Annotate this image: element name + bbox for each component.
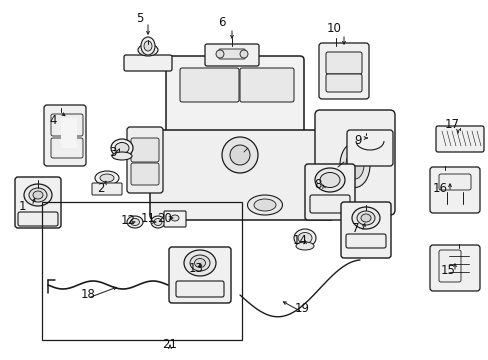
Ellipse shape [95,171,119,185]
Ellipse shape [351,207,379,229]
Ellipse shape [154,219,162,225]
FancyBboxPatch shape [325,52,361,74]
Text: 3: 3 [109,147,117,159]
FancyBboxPatch shape [15,177,61,228]
Text: 7: 7 [351,221,359,234]
FancyBboxPatch shape [165,56,304,144]
FancyBboxPatch shape [131,163,159,185]
FancyBboxPatch shape [429,167,479,213]
FancyBboxPatch shape [346,130,392,166]
FancyBboxPatch shape [314,110,394,215]
Ellipse shape [111,139,133,157]
Circle shape [222,137,258,173]
Ellipse shape [100,174,114,182]
FancyBboxPatch shape [318,43,368,99]
Ellipse shape [24,184,52,206]
Ellipse shape [171,215,179,221]
Text: 10: 10 [326,22,341,35]
Text: 6: 6 [218,15,225,28]
FancyBboxPatch shape [176,281,224,297]
Ellipse shape [112,152,132,160]
Ellipse shape [360,214,370,222]
FancyBboxPatch shape [305,164,354,220]
Ellipse shape [130,219,139,225]
FancyBboxPatch shape [438,250,460,282]
Text: 4: 4 [49,114,57,127]
Ellipse shape [293,229,315,247]
FancyBboxPatch shape [204,44,259,66]
Text: 12: 12 [120,213,135,226]
Ellipse shape [151,216,164,228]
Ellipse shape [253,199,275,211]
FancyBboxPatch shape [438,174,470,190]
Bar [61,118,77,148]
FancyBboxPatch shape [429,245,479,291]
FancyBboxPatch shape [127,127,163,193]
Text: 21: 21 [162,338,177,351]
FancyBboxPatch shape [18,212,58,226]
FancyBboxPatch shape [124,55,172,71]
FancyBboxPatch shape [131,138,159,162]
FancyBboxPatch shape [51,114,83,136]
Text: 8: 8 [314,179,321,192]
Bar [42,202,242,340]
Ellipse shape [143,41,152,51]
Ellipse shape [190,255,209,271]
FancyBboxPatch shape [169,247,230,303]
FancyBboxPatch shape [240,68,293,102]
Ellipse shape [346,151,363,179]
FancyBboxPatch shape [92,183,122,195]
FancyBboxPatch shape [180,68,239,102]
Ellipse shape [29,188,47,202]
Ellipse shape [297,233,311,243]
Circle shape [216,50,224,58]
Ellipse shape [127,216,142,228]
FancyBboxPatch shape [150,130,334,220]
Ellipse shape [295,242,313,250]
FancyBboxPatch shape [325,74,361,92]
Ellipse shape [33,191,43,199]
Ellipse shape [356,211,374,225]
FancyBboxPatch shape [163,211,185,227]
Circle shape [229,145,249,165]
Text: 5: 5 [136,12,143,24]
FancyBboxPatch shape [309,195,349,213]
Ellipse shape [141,37,155,55]
Text: 15: 15 [440,264,454,276]
Text: 19: 19 [294,302,309,315]
Circle shape [240,50,247,58]
Text: 16: 16 [431,181,447,194]
FancyBboxPatch shape [340,202,390,258]
FancyBboxPatch shape [219,49,244,59]
Ellipse shape [115,143,129,153]
FancyBboxPatch shape [346,234,385,248]
Ellipse shape [247,195,282,215]
Ellipse shape [194,258,205,267]
Ellipse shape [138,44,158,56]
Text: 18: 18 [81,288,95,302]
Text: 14: 14 [292,234,307,247]
FancyBboxPatch shape [44,105,86,166]
Text: 20: 20 [157,211,172,225]
Text: 17: 17 [444,118,459,131]
Text: 11: 11 [140,211,155,225]
Ellipse shape [339,143,369,188]
Text: 13: 13 [188,261,203,274]
Ellipse shape [319,172,339,188]
FancyBboxPatch shape [435,126,483,152]
FancyBboxPatch shape [51,138,83,158]
Text: 2: 2 [97,183,104,195]
Ellipse shape [183,250,216,276]
Text: 9: 9 [353,134,361,147]
Ellipse shape [314,168,345,192]
Text: 1: 1 [18,201,26,213]
